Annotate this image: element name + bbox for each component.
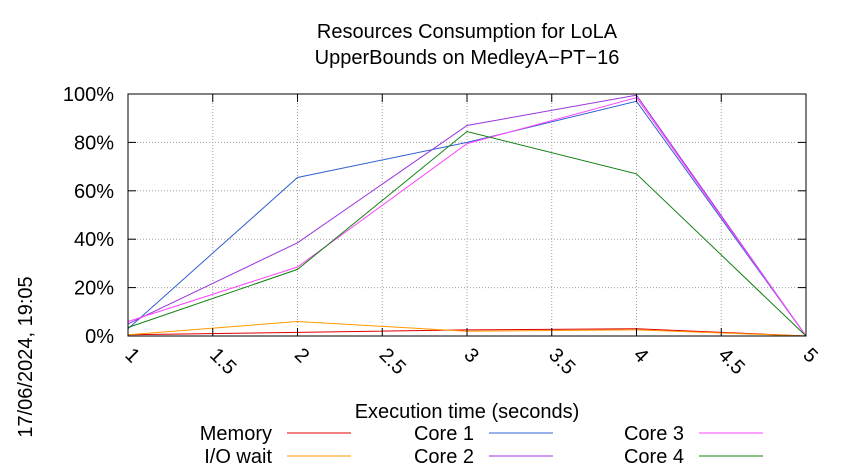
y-tick-label: 80% <box>74 132 114 154</box>
legend-label-memory: Memory <box>200 423 272 445</box>
legend-label-core-4: Core 4 <box>624 446 684 468</box>
legend-label-i-o-wait: I/O wait <box>204 446 272 468</box>
chart-title-line-1: Resources Consumption for LoLA <box>317 21 618 43</box>
y-tick-label: 60% <box>74 181 114 203</box>
timestamp-label: 17/06/2024, 19:05 <box>15 276 37 437</box>
series-line-core-3 <box>127 97 807 337</box>
chart-title-line-2: UpperBounds on MedleyA−PT−16 <box>315 47 620 69</box>
y-tick-label: 100% <box>63 84 114 106</box>
series-line-core-2 <box>127 94 807 337</box>
legend-label-core-3: Core 3 <box>624 423 684 445</box>
series-line-core-4 <box>127 130 807 337</box>
y-tick-label: 0% <box>85 326 114 348</box>
y-tick-label: 20% <box>74 278 114 300</box>
axis-ticks <box>127 93 807 337</box>
y-tick-label: 40% <box>74 229 114 251</box>
series-line-core-1 <box>127 100 807 337</box>
x-axis-label: Execution time (seconds) <box>355 401 580 423</box>
y-tick-labels: 0% 20% 40% 60% 80% 100% <box>63 84 114 348</box>
legend-label-core-2: Core 2 <box>414 446 474 468</box>
legend-label-core-1: Core 1 <box>414 423 474 445</box>
